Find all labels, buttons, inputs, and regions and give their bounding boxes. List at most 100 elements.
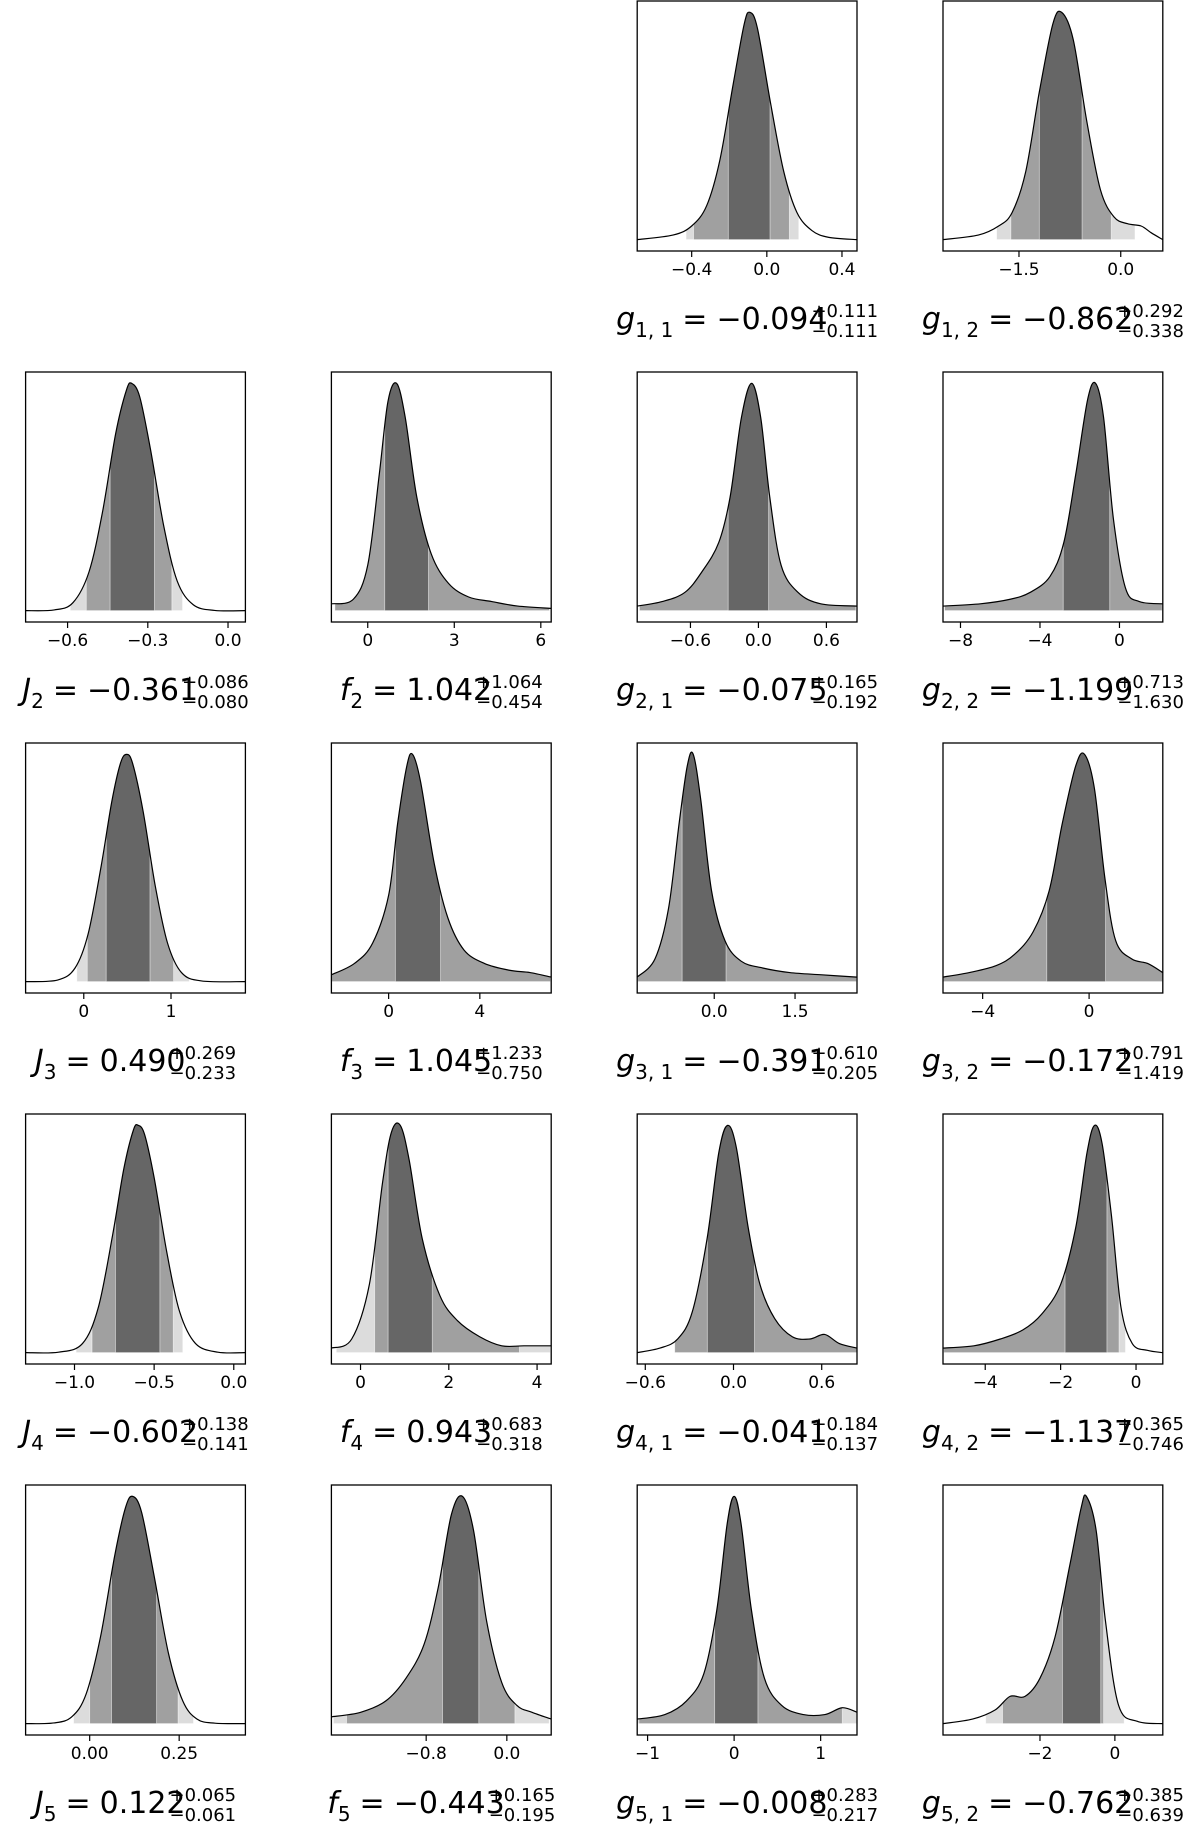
upper-error: +0.086: [182, 672, 249, 693]
parameter-label: g1, 2 = −0.862: [922, 302, 1133, 342]
upper-error: +0.713: [1117, 672, 1184, 693]
credible-interval: [346, 1495, 516, 1724]
lower-error: −1.419: [1117, 1063, 1184, 1084]
x-tick-label: −0.6: [625, 1373, 666, 1393]
lower-error: −0.233: [170, 1063, 237, 1084]
label-part: g: [616, 1786, 635, 1821]
x-tick-label: 1.5: [782, 1002, 809, 1022]
label-part: −0.361: [87, 673, 198, 708]
lower-error: −0.750: [476, 1063, 543, 1084]
label-part: −0.041: [716, 1415, 827, 1450]
x-tick-label: −0.5: [133, 1373, 174, 1393]
density-curve: [942, 10, 1164, 241]
x-tick-label: 0.6: [808, 1373, 835, 1393]
label-part: g: [922, 1786, 941, 1821]
parameter-label: g5, 2 = −0.762: [922, 1786, 1133, 1825]
lower-error: −0.195: [489, 1805, 556, 1825]
lower-error: −0.192: [811, 692, 878, 713]
axes-frame: [942, 371, 1164, 623]
lower-error: −0.061: [170, 1805, 237, 1825]
label-part: −0.602: [87, 1415, 198, 1450]
label-part: 5, 1: [635, 1802, 673, 1825]
upper-error: +0.165: [489, 1785, 556, 1806]
x-tick-label: −0.4: [671, 260, 712, 280]
label-part: J: [17, 1415, 31, 1450]
credible-interval: [105, 754, 151, 982]
x-tick-label: −0.6: [670, 631, 711, 651]
label-part: =: [372, 673, 397, 708]
axes-frame: [24, 742, 247, 994]
label-part: −1.199: [1022, 673, 1133, 708]
panel: 0.0 1.5 g3, 1 = −0.391+0.610−0.205: [616, 742, 878, 1084]
label-part: =: [372, 1044, 397, 1079]
x-tick-label: 0: [1109, 1744, 1120, 1764]
label-part: =: [682, 1044, 707, 1079]
x-tick-label: 0.0: [220, 1373, 247, 1393]
label-part: =: [53, 1415, 78, 1450]
parameter-label: J2 = −0.361: [17, 673, 198, 713]
panel: 0 1 J3 = 0.490+0.269−0.233: [24, 742, 247, 1084]
panel: −0.8 0.0f5 = −0.443+0.165−0.195: [327, 1484, 556, 1825]
upper-error: +0.791: [1117, 1043, 1184, 1064]
parameter-label: J4 = −0.602: [17, 1415, 198, 1455]
x-tick-label: 0: [1084, 1002, 1095, 1022]
lower-error: −0.639: [1117, 1805, 1184, 1825]
upper-error: +0.065: [170, 1785, 237, 1806]
label-part: =: [682, 1415, 707, 1450]
x-tick-label: 0: [362, 631, 373, 651]
label-part: 5: [44, 1802, 57, 1825]
panel: 0 4f3 = 1.045+1.233−0.750: [330, 742, 552, 1084]
x-tick-label: 0.0: [745, 631, 772, 651]
axes-frame: [24, 1113, 247, 1365]
x-tick-label: 0: [1131, 1373, 1142, 1393]
label-part: J: [30, 1786, 44, 1821]
upper-error: +0.184: [811, 1414, 878, 1435]
upper-error: +0.283: [811, 1785, 878, 1806]
upper-error: +0.269: [170, 1043, 237, 1064]
x-tick-label: 0: [355, 1373, 366, 1393]
parameter-label: J3 = 0.490: [30, 1044, 186, 1084]
axes-frame: [636, 371, 858, 623]
label-part: g: [616, 302, 635, 337]
density-curve: [331, 1122, 552, 1349]
upper-error: +1.064: [476, 672, 543, 693]
label-part: g: [922, 1044, 941, 1079]
x-tick-label: 3: [449, 631, 460, 651]
density-curve: [25, 1123, 246, 1354]
x-tick-label: −2: [1048, 1373, 1073, 1393]
axes-frame: [330, 1113, 552, 1365]
label-part: =: [682, 1786, 707, 1821]
label-part: 3: [350, 1060, 363, 1084]
upper-error: +0.385: [1117, 1785, 1184, 1806]
credible-interval: [384, 382, 429, 611]
label-part: 1, 2: [941, 318, 979, 342]
credible-interval: [727, 12, 771, 240]
parameter-label: f3 = 1.045: [340, 1044, 492, 1084]
credible-interval: [714, 1496, 759, 1724]
axes-frame: [636, 0, 858, 252]
label-part: 2, 2: [941, 689, 979, 713]
credible-interval: [674, 1125, 857, 1353]
axes-frame: [24, 371, 247, 623]
x-tick-label: 0: [383, 1002, 394, 1022]
lower-error: −0.137: [811, 1434, 878, 1455]
upper-error: +0.165: [811, 672, 878, 693]
credible-interval: [637, 752, 857, 982]
density-curve: [637, 1124, 858, 1354]
lower-error: −0.111: [811, 321, 878, 342]
x-tick-label: −0.6: [47, 631, 88, 651]
parameter-label: g4, 2 = −1.137: [922, 1415, 1133, 1455]
lower-error: −0.205: [811, 1063, 878, 1084]
lower-error: −0.338: [1117, 321, 1184, 342]
x-tick-label: −1: [635, 1744, 660, 1764]
label-part: −0.094: [716, 302, 827, 337]
density-curve: [942, 752, 1164, 978]
label-part: 0.122: [100, 1786, 186, 1821]
label-part: =: [988, 1044, 1013, 1079]
x-tick-label: 0: [1114, 631, 1125, 651]
upper-error: +0.365: [1117, 1414, 1184, 1435]
credible-interval: [115, 1124, 161, 1353]
parameter-label: f2 = 1.042: [340, 673, 492, 713]
upper-error: +1.233: [476, 1043, 543, 1064]
